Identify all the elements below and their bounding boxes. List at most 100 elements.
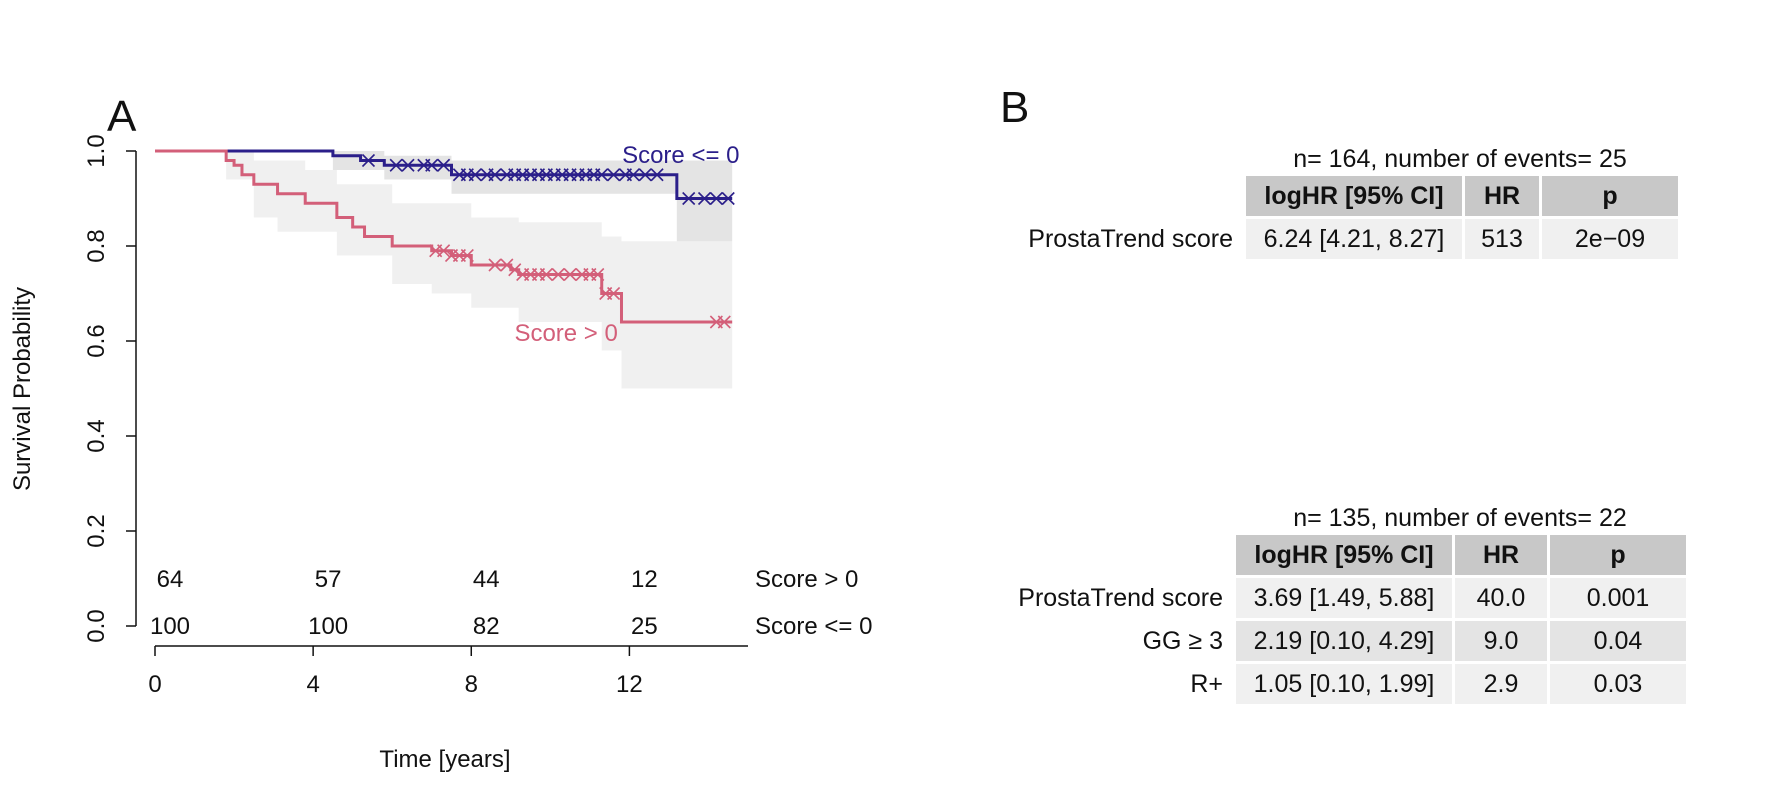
censor-stroke — [488, 168, 502, 182]
y-tick-label: 0.6 — [83, 324, 110, 357]
censor-mark — [638, 168, 652, 182]
row-name: R+ — [1190, 669, 1223, 698]
censor-stroke — [697, 191, 712, 206]
chart-labels: Score <= 0 Score > 0 — [514, 142, 739, 347]
col-header-p: p — [1550, 535, 1686, 575]
censor-stroke — [437, 158, 451, 172]
censor-mark — [401, 158, 415, 172]
censor-mark — [607, 168, 621, 182]
ci-band-score-gt-0 — [155, 151, 733, 389]
row-name: ProstaTrend score — [1028, 224, 1233, 253]
censor-mark — [721, 191, 735, 206]
table1-caption: n= 164, number of events= 25 — [1293, 145, 1627, 173]
table2-caption: n= 135, number of events= 22 — [1293, 504, 1627, 532]
cell-p: 0.04 — [1550, 621, 1686, 661]
y-tick-label: 1.0 — [83, 134, 110, 167]
censor-stroke — [650, 168, 664, 182]
risk-row-label: Score > 0 — [755, 566, 858, 593]
censor-stroke — [721, 191, 735, 206]
hazard-ratio-table-2: logHR [95% CI] HR p ProstaTrend score 3.… — [996, 532, 1689, 707]
risk-count: 100 — [308, 613, 348, 640]
row-name: ProstaTrend score — [1018, 583, 1223, 612]
censor-mark — [437, 158, 451, 172]
censor-mark — [468, 168, 482, 182]
censor-mark — [361, 153, 376, 168]
risk-count: 44 — [473, 566, 500, 593]
censor-stroke — [551, 267, 565, 282]
cell-hr: 513 — [1465, 219, 1539, 259]
risk-count: 64 — [157, 566, 184, 593]
panel-label-b: B — [1000, 83, 1030, 132]
censor-stroke — [682, 191, 696, 206]
table-header-row: logHR [95% CI] HR p — [999, 535, 1686, 575]
cell-loghr: 2.19 [0.10, 4.29] — [1236, 621, 1452, 661]
censor-mark — [460, 248, 474, 263]
censor-mark — [626, 168, 640, 182]
table-header-row: logHR [95% CI] HR p — [1009, 176, 1678, 216]
table-corner — [1009, 176, 1243, 216]
col-header-loghr: logHR [95% CI] — [1246, 176, 1462, 216]
table-row: R+ 1.05 [0.10, 1.99] 2.9 0.03 — [999, 664, 1686, 704]
y-axis-label: Survival Probability — [9, 287, 36, 491]
censor-mark — [551, 267, 565, 282]
censor-stroke — [401, 158, 415, 172]
censor-mark — [709, 191, 723, 206]
censor-stroke — [508, 263, 522, 277]
risk-count: 82 — [473, 613, 500, 640]
risk-table: 64 57 44 12 Score > 0 100 100 82 25 Score <= 0 — [150, 566, 872, 640]
row-name: GG ≥ 3 — [1142, 626, 1223, 655]
censor-mark — [425, 158, 439, 172]
y-tick-label: 0.4 — [83, 419, 110, 452]
censor-mark — [539, 267, 553, 282]
censor-mark — [595, 168, 609, 182]
censor-stroke — [500, 258, 514, 272]
censor-mark — [591, 267, 605, 282]
col-header-p: p — [1542, 176, 1678, 216]
censor-stroke — [389, 158, 403, 172]
cell-hr: 40.0 — [1455, 578, 1547, 618]
cell-loghr: 6.24 [4.21, 8.27] — [1246, 219, 1462, 259]
censor-stroke — [563, 267, 577, 282]
cell-loghr: 1.05 [0.10, 1.99] — [1236, 664, 1452, 704]
risk-row-label: Score <= 0 — [755, 613, 872, 640]
censor-mark — [650, 168, 664, 182]
censor-stroke — [709, 191, 723, 206]
table-corner — [999, 535, 1233, 575]
cell-loghr: 3.69 [1.49, 5.88] — [1236, 578, 1452, 618]
cell-p: 0.03 — [1550, 664, 1686, 704]
censor-mark — [563, 267, 577, 282]
censor-mark — [500, 258, 514, 272]
censor-stroke — [638, 168, 652, 182]
risk-count: 12 — [631, 566, 658, 593]
censor-stroke — [425, 158, 439, 172]
x-tick-label: 8 — [465, 671, 478, 698]
risk-count: 100 — [150, 613, 190, 640]
cell-p: 0.001 — [1550, 578, 1686, 618]
x-axis-label: Time [years] — [379, 746, 510, 773]
censor-mark — [717, 315, 731, 329]
col-header-loghr: logHR [95% CI] — [1236, 535, 1452, 575]
hazard-ratio-table-1: logHR [95% CI] HR p ProstaTrend score 6.… — [1006, 173, 1681, 262]
censor-mark — [488, 258, 502, 272]
censor-stroke — [468, 168, 482, 182]
survival-curve-score-le-0 — [155, 149, 733, 200]
censor-stroke — [460, 248, 474, 263]
x-tick-label: 0 — [148, 671, 161, 698]
km-plot-panel: 0.0 0.2 0.4 0.6 0.8 1.0 Survival Probability 0 4… — [9, 134, 872, 773]
censor-stroke — [717, 315, 731, 329]
cell-p: 2e−09 — [1542, 219, 1678, 259]
censor-stroke — [591, 267, 605, 282]
risk-count: 25 — [631, 613, 658, 640]
risk-count: 57 — [315, 566, 342, 593]
censor-stroke — [437, 244, 451, 258]
y-tick-label: 0.2 — [83, 514, 110, 547]
col-header-hr: HR — [1465, 176, 1539, 216]
censor-mark — [488, 168, 502, 182]
censor-mark — [682, 191, 696, 206]
panel-label-a: A — [107, 92, 137, 141]
x-tick-label: 4 — [306, 671, 319, 698]
censor-mark — [508, 263, 522, 277]
axes: 0.0 0.2 0.4 0.6 0.8 1.0 Survival Probability 0 4… — [9, 134, 748, 773]
cell-hr: 9.0 — [1455, 621, 1547, 661]
censor-marks — [361, 153, 735, 329]
